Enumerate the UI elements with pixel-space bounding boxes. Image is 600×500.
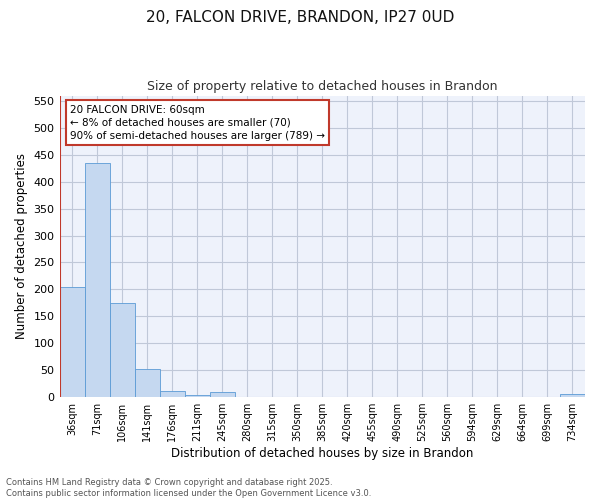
Bar bbox=[85, 163, 110, 397]
Bar bbox=[185, 395, 209, 397]
Text: 20 FALCON DRIVE: 60sqm
← 8% of detached houses are smaller (70)
90% of semi-deta: 20 FALCON DRIVE: 60sqm ← 8% of detached … bbox=[70, 104, 325, 141]
Title: Size of property relative to detached houses in Brandon: Size of property relative to detached ho… bbox=[147, 80, 497, 93]
Text: 20, FALCON DRIVE, BRANDON, IP27 0UD: 20, FALCON DRIVE, BRANDON, IP27 0UD bbox=[146, 10, 454, 25]
Text: Contains HM Land Registry data © Crown copyright and database right 2025.
Contai: Contains HM Land Registry data © Crown c… bbox=[6, 478, 371, 498]
Bar bbox=[160, 390, 185, 397]
X-axis label: Distribution of detached houses by size in Brandon: Distribution of detached houses by size … bbox=[171, 447, 473, 460]
Y-axis label: Number of detached properties: Number of detached properties bbox=[15, 154, 28, 340]
Bar bbox=[134, 368, 160, 397]
Bar bbox=[560, 394, 585, 397]
Bar bbox=[110, 303, 134, 397]
Bar bbox=[209, 392, 235, 397]
Bar bbox=[59, 286, 85, 397]
